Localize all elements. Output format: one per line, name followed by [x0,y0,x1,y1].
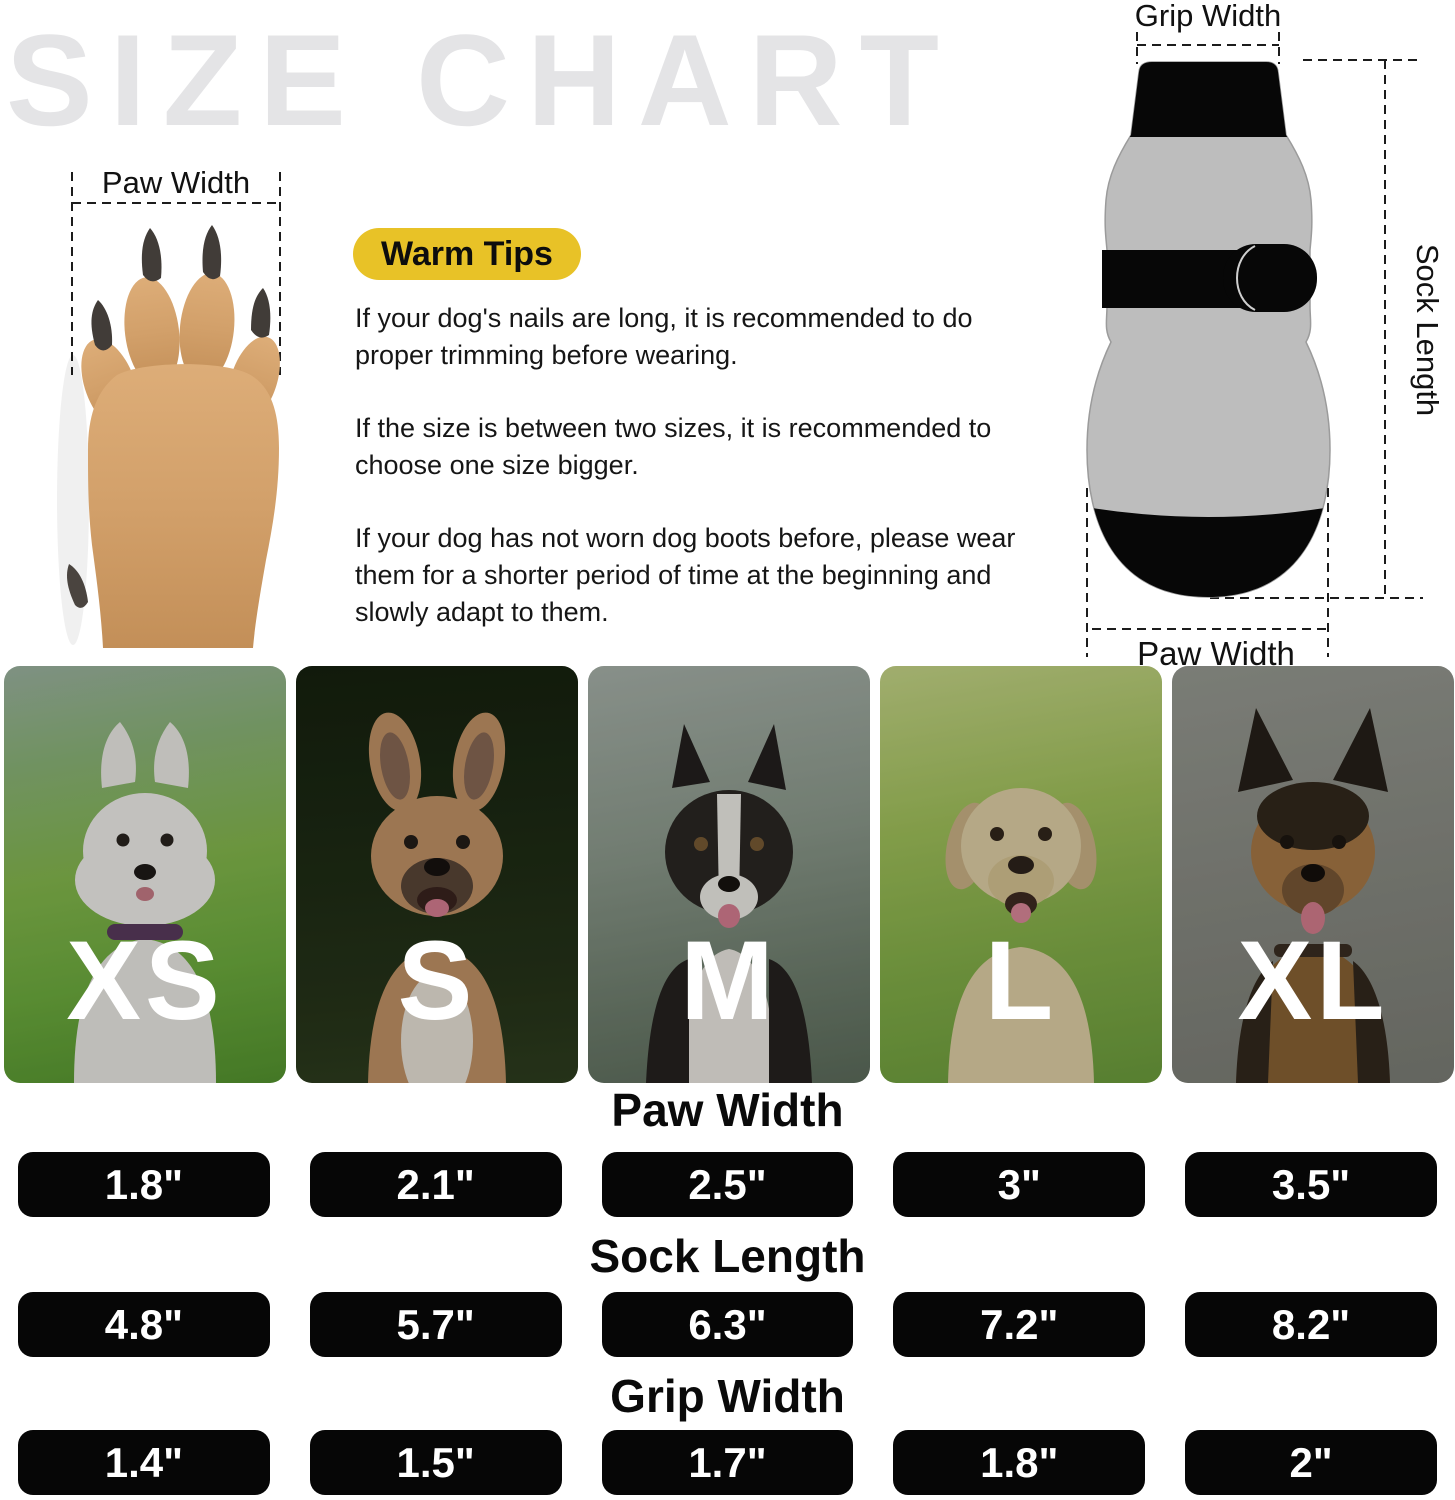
value-cell: 1.8" [18,1152,270,1217]
photo-dim-overlay [880,666,1162,1083]
photo-dim-overlay [1172,666,1454,1083]
value-cell: 3" [893,1152,1146,1217]
table-heading-grip-width: Grip Width [610,1370,845,1422]
table-row-paw-width: 1.8" 2.1" 2.5" 3" 3.5" [0,1152,1455,1217]
warm-tip-2: If the size is between two sizes, it is … [355,413,992,480]
value-cell: 8.2" [1185,1292,1437,1357]
value-cell: 1.5" [309,1430,562,1495]
value-cell: 7.2" [893,1292,1146,1357]
table-row-sock-length: 4.8" 5.7" 6.3" 7.2" 8.2" [0,1292,1455,1357]
value-cell: 4.8" [18,1292,270,1357]
dog-sock-diagram-icon: Grip Width Sock Length Paw [1086,0,1445,672]
value-cell: 2" [1185,1430,1437,1495]
table-heading-paw-width: Paw Width [611,1084,844,1136]
table-heading-sock-length: Sock Length [589,1230,866,1282]
dog-paw-photo-icon: Paw Width [57,165,281,648]
size-tile-m: M [588,666,870,1083]
grip-width-label: Grip Width [1135,0,1281,33]
value-cell: 1.4" [18,1430,270,1495]
dog-photo-labrador [880,666,1162,1083]
size-tile-xl: XL [1172,666,1454,1083]
warm-tips-list: If your dog's nails are long, it is reco… [355,300,1045,667]
dog-photo-border-collie [588,666,870,1083]
table-row-grip-width: 1.4" 1.5" 1.7" 1.8" 2" [0,1430,1455,1495]
size-label-m: M [680,918,778,1043]
value-cell: 3.5" [1185,1152,1437,1217]
dog-photo-german-shepherd [1172,666,1454,1083]
sock-paw-width-label: Paw Width [1137,635,1295,672]
warm-tip-1: If your dog's nails are long, it is reco… [355,303,973,370]
size-tile-s: S [296,666,578,1083]
page-title: SIZE CHART [6,7,956,153]
size-label-xl: XL [1237,918,1389,1043]
warm-tip-3: If your dog has not worn dog boots befor… [355,523,1016,627]
sock-length-label: Sock Length [1410,244,1445,416]
value-cell: 1.7" [601,1430,854,1495]
size-tile-l: L [880,666,1162,1083]
value-cell: 2.1" [309,1152,562,1217]
size-tile-xs: XS [4,666,286,1083]
photo-dim-overlay [4,666,286,1083]
warm-tips-badge-label: Warm Tips [381,234,553,273]
sock-measurement-diagram: Grip Width Sock Length Paw [1055,0,1455,675]
dog-photo-french-bulldog [296,666,578,1083]
size-label-l: L [984,918,1058,1043]
size-label-s: S [397,918,477,1043]
photo-dim-overlay [296,666,578,1083]
value-cell: 2.5" [601,1152,854,1217]
paw-width-label: Paw Width [102,165,250,200]
warm-tips-badge: Warm Tips [353,228,581,280]
photo-dim-overlay [588,666,870,1083]
value-cell: 6.3" [601,1292,854,1357]
paw-width-figure: Paw Width [55,160,295,665]
value-cell: 5.7" [309,1292,562,1357]
dog-photo-west-highland-terrier [4,666,286,1083]
size-label-xs: XS [66,918,224,1043]
value-cell: 1.8" [893,1430,1146,1495]
